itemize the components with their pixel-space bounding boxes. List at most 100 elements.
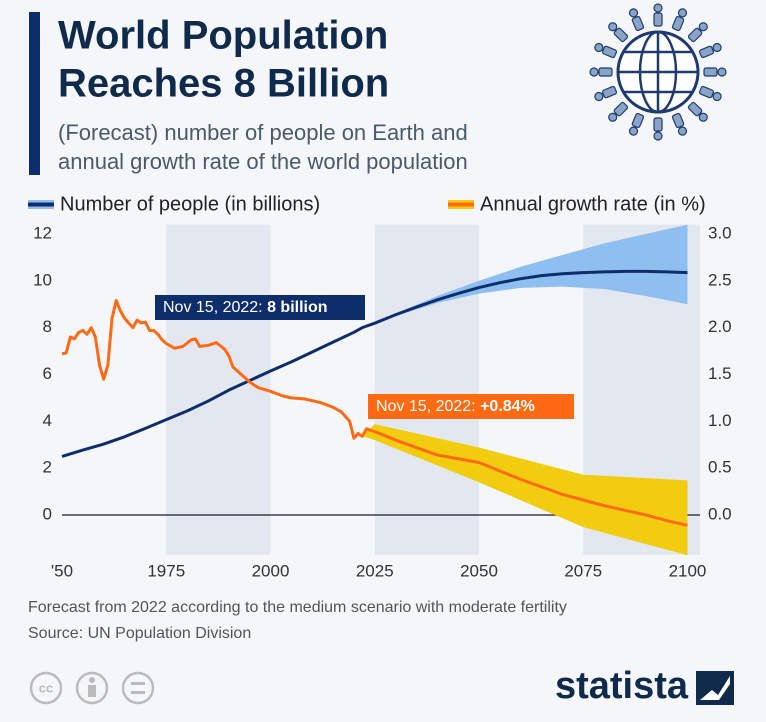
y2-tick-label: 0.5 bbox=[708, 458, 732, 477]
person-head bbox=[628, 8, 639, 18]
annotation-value: 8 billion bbox=[267, 299, 327, 316]
annotation: Nov 15, 2022: 8 billion bbox=[155, 295, 365, 320]
person-body bbox=[601, 85, 618, 99]
subtitle: annual growth rate of the world populati… bbox=[58, 149, 468, 174]
person-icon bbox=[687, 101, 708, 122]
person-body bbox=[601, 45, 618, 59]
person-head bbox=[594, 42, 604, 53]
x-tick-label: 2025 bbox=[356, 561, 394, 580]
license-icon-text: cc bbox=[39, 680, 53, 695]
x-tick-label: 2000 bbox=[252, 561, 290, 580]
person-body bbox=[653, 12, 663, 27]
person-body bbox=[598, 67, 613, 77]
person-head bbox=[712, 91, 722, 102]
title-bar bbox=[29, 12, 40, 175]
license-icon bbox=[89, 677, 95, 683]
footer-source: Source: UN Population Division bbox=[28, 625, 251, 642]
person-icon bbox=[628, 112, 645, 136]
annotation: Nov 15, 2022: +0.84% bbox=[368, 394, 574, 419]
series-line bbox=[61, 298, 688, 527]
license-icon bbox=[131, 691, 145, 694]
person-icon bbox=[594, 42, 618, 59]
y-tick-label: 6 bbox=[43, 364, 52, 383]
person-body bbox=[613, 27, 629, 43]
title: World Population bbox=[58, 14, 388, 58]
person-head bbox=[589, 67, 599, 77]
person-icon bbox=[703, 67, 727, 77]
person-body bbox=[631, 15, 645, 32]
person-body bbox=[698, 85, 715, 99]
person-body bbox=[703, 67, 718, 77]
annotation-text: Nov 15, 2022: 8 billion bbox=[163, 299, 328, 316]
person-head bbox=[677, 126, 688, 136]
person-icon bbox=[671, 8, 688, 32]
person-head bbox=[653, 3, 663, 13]
y-tick-label: 12 bbox=[33, 223, 52, 242]
person-icon bbox=[594, 85, 618, 102]
person-body bbox=[687, 101, 703, 117]
y-tick-label: 0 bbox=[43, 504, 52, 523]
person-body bbox=[671, 15, 685, 32]
y2-tick-label: 2.0 bbox=[708, 317, 732, 336]
person-icon bbox=[698, 42, 722, 59]
globe-icon bbox=[589, 3, 727, 141]
title: Reaches 8 Billion bbox=[58, 62, 389, 106]
annotation-prefix: Nov 15, 2022: bbox=[163, 299, 263, 316]
license-icon bbox=[29, 671, 63, 705]
person-head bbox=[608, 112, 618, 122]
brand: statista bbox=[555, 665, 689, 707]
person-head bbox=[698, 112, 708, 122]
annotation-box bbox=[368, 394, 574, 419]
shaded-period bbox=[374, 224, 479, 555]
subtitle: (Forecast) number of people on Earth and bbox=[58, 120, 468, 145]
y-tick-label: 4 bbox=[43, 411, 52, 430]
legend-label: Number of people (in billions) bbox=[60, 193, 320, 215]
legend-label: Annual growth rate (in %) bbox=[480, 193, 706, 215]
person-body bbox=[687, 27, 703, 43]
person-icon bbox=[671, 112, 688, 136]
x-tick-label: 2050 bbox=[460, 561, 498, 580]
x-tick-label: 2100 bbox=[669, 561, 707, 580]
y2-tick-label: 3.0 bbox=[708, 223, 732, 242]
x-tick-label: '50 bbox=[51, 561, 73, 580]
person-head bbox=[698, 22, 708, 32]
forecast-band bbox=[362, 224, 688, 328]
person-head bbox=[653, 131, 663, 141]
license-icon bbox=[121, 671, 155, 705]
brand-logo bbox=[700, 676, 730, 700]
x-tick-label: 1975 bbox=[147, 561, 185, 580]
person-body bbox=[671, 112, 685, 129]
y-tick-label: 8 bbox=[43, 317, 52, 336]
person-icon bbox=[608, 101, 629, 122]
license-icon bbox=[131, 682, 145, 685]
y2-tick-label: 2.5 bbox=[708, 270, 732, 289]
annotation-text: Nov 15, 2022: +0.84% bbox=[376, 398, 535, 415]
annotation-value: +0.84% bbox=[480, 398, 535, 415]
plot-area: 0 2 4 6 8 10 12 0.0 0.5 1.0 1.5 2.0 2.5 3.0 '50 1975 200… bbox=[33, 223, 732, 580]
series-line bbox=[61, 269, 688, 458]
shaded-period bbox=[166, 224, 271, 555]
y2-tick-label: 0.0 bbox=[708, 504, 732, 523]
person-icon bbox=[698, 85, 722, 102]
license-icon bbox=[75, 671, 109, 705]
person-icon bbox=[653, 3, 663, 27]
person-body bbox=[653, 117, 663, 132]
y-tick-label: 10 bbox=[33, 270, 52, 289]
person-head bbox=[717, 67, 727, 77]
annotation-box bbox=[155, 295, 365, 320]
person-head bbox=[677, 8, 688, 18]
y2-tick-label: 1.5 bbox=[708, 364, 732, 383]
person-icon bbox=[608, 22, 629, 43]
person-icon bbox=[628, 8, 645, 32]
annotation-prefix: Nov 15, 2022: bbox=[376, 398, 476, 415]
person-head bbox=[628, 126, 639, 136]
footer-note: Forecast from 2022 according to the medi… bbox=[28, 599, 567, 616]
y2-tick-label: 1.0 bbox=[708, 411, 732, 430]
y-tick-label: 2 bbox=[43, 458, 52, 477]
license-icon bbox=[88, 685, 96, 697]
person-body bbox=[631, 112, 645, 129]
person-icon bbox=[687, 22, 708, 43]
person-head bbox=[594, 91, 604, 102]
person-head bbox=[608, 22, 618, 32]
